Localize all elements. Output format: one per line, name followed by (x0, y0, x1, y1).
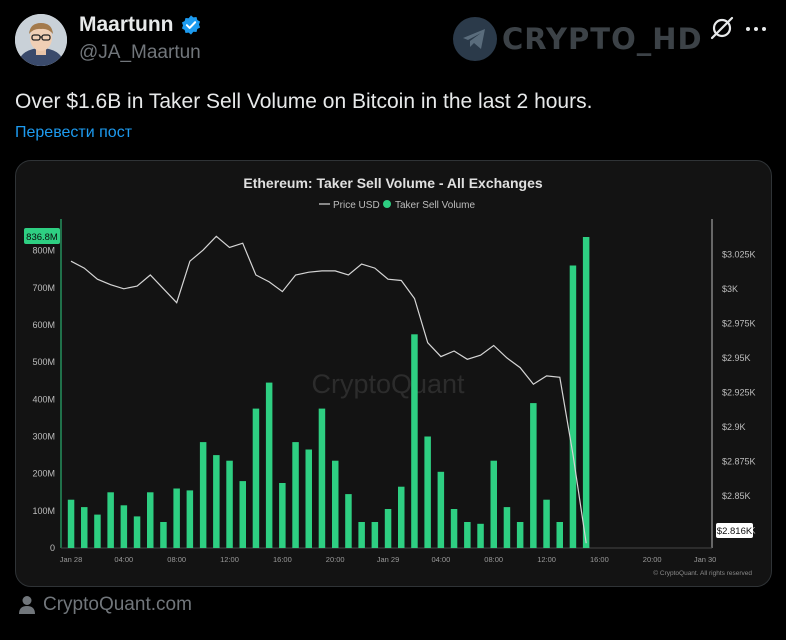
translate-post-link[interactable]: Перевести пост (15, 124, 133, 141)
volume-bar (173, 488, 180, 548)
volume-bar (120, 505, 128, 548)
volume-bar (464, 522, 471, 548)
y-left-tick-label: 800M (32, 246, 55, 256)
y-right-tick-label: $3.025K (722, 249, 756, 259)
volume-bar (81, 507, 88, 548)
max-value-label: 836.8M (26, 232, 58, 243)
y-right-tick-label: $2.95K (722, 353, 751, 363)
volume-bar (345, 494, 352, 548)
x-tick-label: 12:00 (220, 555, 239, 564)
tweet-media-card[interactable]: CryptoQuant Ethereum: Taker Sell Volume … (15, 160, 772, 587)
link-source[interactable]: CryptoQuant.com (18, 594, 192, 616)
x-tick-label: 12:00 (537, 555, 556, 564)
x-tick-label: Jan 29 (377, 555, 400, 564)
max-value-badge: 836.8M (24, 228, 60, 244)
volume-bar (332, 460, 339, 548)
volume-bar (318, 408, 326, 548)
more-options-icon[interactable] (744, 17, 768, 41)
y-left-tick-label: 700M (32, 283, 55, 293)
volume-bar (226, 460, 233, 548)
volume-bar (199, 442, 207, 548)
volume-bar (503, 507, 511, 548)
volume-bar (186, 490, 194, 548)
y-left-tick-label: 500M (32, 357, 55, 367)
x-tick-label: 04:00 (114, 555, 133, 564)
volume-bar (424, 436, 431, 548)
y-left-tick-label: 300M (32, 432, 55, 442)
volume-bar (67, 499, 75, 548)
author-handle[interactable]: @JA_Maartun (79, 42, 201, 63)
volume-bar (543, 499, 550, 548)
volume-bar (107, 492, 114, 548)
x-tick-label: 04:00 (432, 555, 451, 564)
last-price-badge: $2.816K (716, 523, 753, 538)
volume-bar (265, 382, 273, 548)
y-right-tick-label: $2.9K (722, 422, 746, 432)
avatar[interactable] (15, 14, 67, 66)
grok-icon[interactable] (708, 14, 736, 42)
x-tick-label: 08:00 (484, 555, 503, 564)
chart-title: Ethereum: Taker Sell Volume - All Exchan… (243, 175, 542, 191)
y-left-tick-label: 600M (32, 320, 55, 330)
verified-badge-icon (181, 15, 200, 35)
volume-bar (569, 265, 577, 548)
volume-bar (411, 334, 418, 548)
taker-sell-volume-chart: CryptoQuant Ethereum: Taker Sell Volume … (24, 175, 756, 577)
watermark-text: CRYPTO_HD (502, 22, 703, 56)
volume-bar (252, 408, 260, 548)
legend-price: Price USD (333, 200, 380, 211)
volume-bar (477, 523, 484, 548)
y-right-tick-label: $2.975K (722, 318, 756, 328)
volume-bar (239, 481, 246, 548)
link-source-text[interactable]: CryptoQuant.com (43, 594, 192, 615)
volume-bar (133, 516, 141, 548)
y-left-tick-label: 0 (50, 543, 55, 553)
y-left-tick-label: 100M (32, 506, 55, 516)
volume-bar (147, 492, 154, 548)
last-price-label: $2.816K (717, 526, 753, 537)
volume-bar (530, 403, 537, 548)
volume-bar (556, 522, 563, 548)
x-tick-label: 08:00 (167, 555, 186, 564)
legend-volume-marker (383, 200, 391, 208)
volume-bar (384, 509, 392, 548)
y-left-tick-label: 200M (32, 469, 55, 479)
legend-volume: Taker Sell Volume (395, 200, 475, 211)
volume-bar (213, 455, 220, 548)
volume-bar (516, 522, 524, 548)
price-line (70, 235, 587, 544)
x-tick-label: 20:00 (326, 555, 345, 564)
tweet-text: Over $1.6B in Taker Sell Volume on Bitco… (15, 90, 593, 113)
chart-copyright: © CryptoQuant. All rights reserved (653, 569, 752, 577)
y-right-tick-label: $2.85K (722, 491, 751, 501)
volume-bar (398, 486, 405, 548)
volume-bar (279, 483, 286, 548)
x-tick-label: 16:00 (590, 555, 609, 564)
y-left-tick-label: 400M (32, 394, 55, 404)
volume-bar (437, 471, 445, 548)
x-tick-label: Jan 30 (694, 555, 717, 564)
volume-bar (160, 522, 167, 548)
person-icon (19, 596, 35, 614)
volume-bar (358, 522, 365, 548)
telegram-icon (453, 17, 497, 61)
author-name[interactable]: Maartunn (79, 13, 202, 37)
y-right-tick-label: $2.875K (722, 457, 756, 467)
x-tick-label: 20:00 (643, 555, 662, 564)
author-name-text[interactable]: Maartunn (79, 13, 174, 36)
volume-bar (490, 460, 497, 548)
volume-bar (450, 509, 458, 548)
chart-legend: Price USD Taker Sell Volume (319, 200, 475, 211)
x-tick-label: Jan 28 (60, 555, 83, 564)
volume-bar (305, 449, 312, 548)
volume-bar (94, 514, 101, 548)
volume-bar (371, 522, 379, 548)
y-right-tick-label: $2.925K (722, 388, 756, 398)
volume-bar (582, 237, 590, 548)
y-right-tick-label: $3K (722, 284, 738, 294)
volume-bar (292, 442, 299, 548)
chart-watermark: CryptoQuant (311, 369, 465, 399)
x-tick-label: 16:00 (273, 555, 292, 564)
watermark: CRYPTO_HD (452, 16, 703, 62)
